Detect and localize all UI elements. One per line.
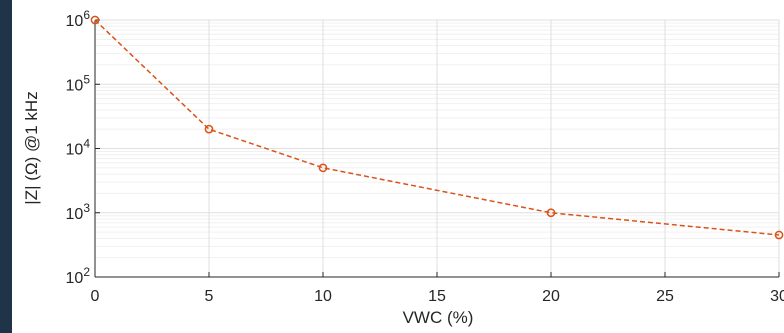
- data-point-marker: [90, 15, 100, 25]
- y-axis-title: |Z| (Ω) @1 kHz: [22, 91, 41, 204]
- x-tick-label: 15: [428, 288, 446, 305]
- y-tick-label: 103: [66, 201, 91, 223]
- x-tick-label: 10: [314, 288, 332, 305]
- x-tick-label: 30: [770, 288, 784, 305]
- axes: [94, 19, 780, 278]
- series-line: [94, 19, 780, 236]
- data-point-marker: [546, 208, 556, 218]
- x-tick-label: 25: [656, 288, 674, 305]
- x-axis-title: VWC (%): [403, 308, 474, 327]
- data-point-marker: [318, 163, 328, 173]
- data-series: [90, 15, 784, 240]
- y-tick-label: 104: [66, 137, 91, 159]
- tick-labels: 0 5 10 15 20 25 30 102 103 104 105 106: [66, 8, 784, 305]
- x-tick-label: 5: [205, 288, 214, 305]
- y-tick-label: 106: [66, 8, 91, 30]
- y-tick-label: 105: [66, 72, 91, 94]
- grid: [94, 19, 780, 278]
- x-tick-label: 20: [542, 288, 560, 305]
- x-tick-label: 0: [91, 288, 100, 305]
- left-border-band: [0, 0, 12, 333]
- data-point-marker: [774, 230, 784, 240]
- data-point-marker: [204, 124, 214, 134]
- y-tick-label: 102: [66, 265, 91, 287]
